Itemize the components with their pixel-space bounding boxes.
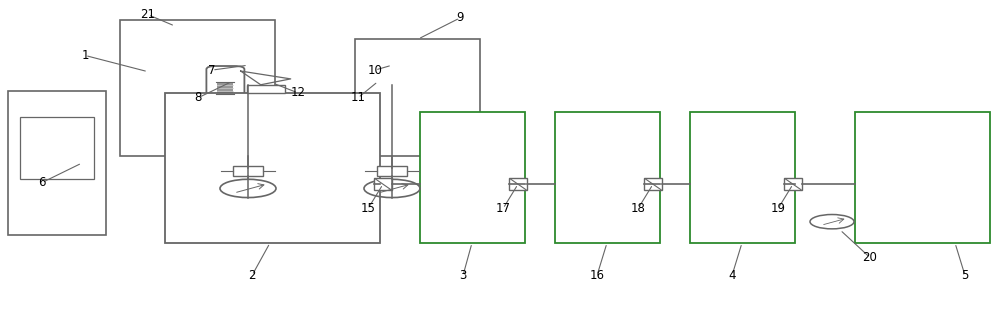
FancyBboxPatch shape xyxy=(206,66,244,110)
Text: 1: 1 xyxy=(81,49,89,62)
Bar xyxy=(165,93,380,243)
Text: 11: 11 xyxy=(351,91,366,104)
Bar xyxy=(509,178,527,190)
Text: 7: 7 xyxy=(208,64,216,77)
Bar xyxy=(374,178,392,190)
Bar xyxy=(120,20,275,156)
Text: 2: 2 xyxy=(248,269,256,282)
Bar xyxy=(690,112,795,243)
Bar xyxy=(420,112,525,243)
Bar xyxy=(233,166,263,176)
Bar xyxy=(8,91,106,235)
Bar xyxy=(855,112,990,243)
Text: 18: 18 xyxy=(631,202,645,215)
Text: 10: 10 xyxy=(368,64,382,77)
Text: 6: 6 xyxy=(38,176,46,189)
Bar xyxy=(377,166,407,176)
Bar xyxy=(247,85,285,93)
Text: 8: 8 xyxy=(194,91,202,104)
Bar xyxy=(20,117,94,179)
Text: 20: 20 xyxy=(863,251,877,264)
Text: 19: 19 xyxy=(770,202,786,215)
Text: 12: 12 xyxy=(290,86,306,99)
Bar xyxy=(644,178,662,190)
Text: 21: 21 xyxy=(140,8,156,21)
Bar xyxy=(355,39,480,156)
Text: 15: 15 xyxy=(361,202,375,215)
Bar xyxy=(784,178,802,190)
Text: 9: 9 xyxy=(456,11,464,24)
Text: 4: 4 xyxy=(728,269,736,282)
Text: 5: 5 xyxy=(961,269,969,282)
Text: 16: 16 xyxy=(590,269,604,282)
Bar xyxy=(217,82,233,94)
Bar xyxy=(555,112,660,243)
Text: 3: 3 xyxy=(459,269,467,282)
Text: 17: 17 xyxy=(496,202,511,215)
